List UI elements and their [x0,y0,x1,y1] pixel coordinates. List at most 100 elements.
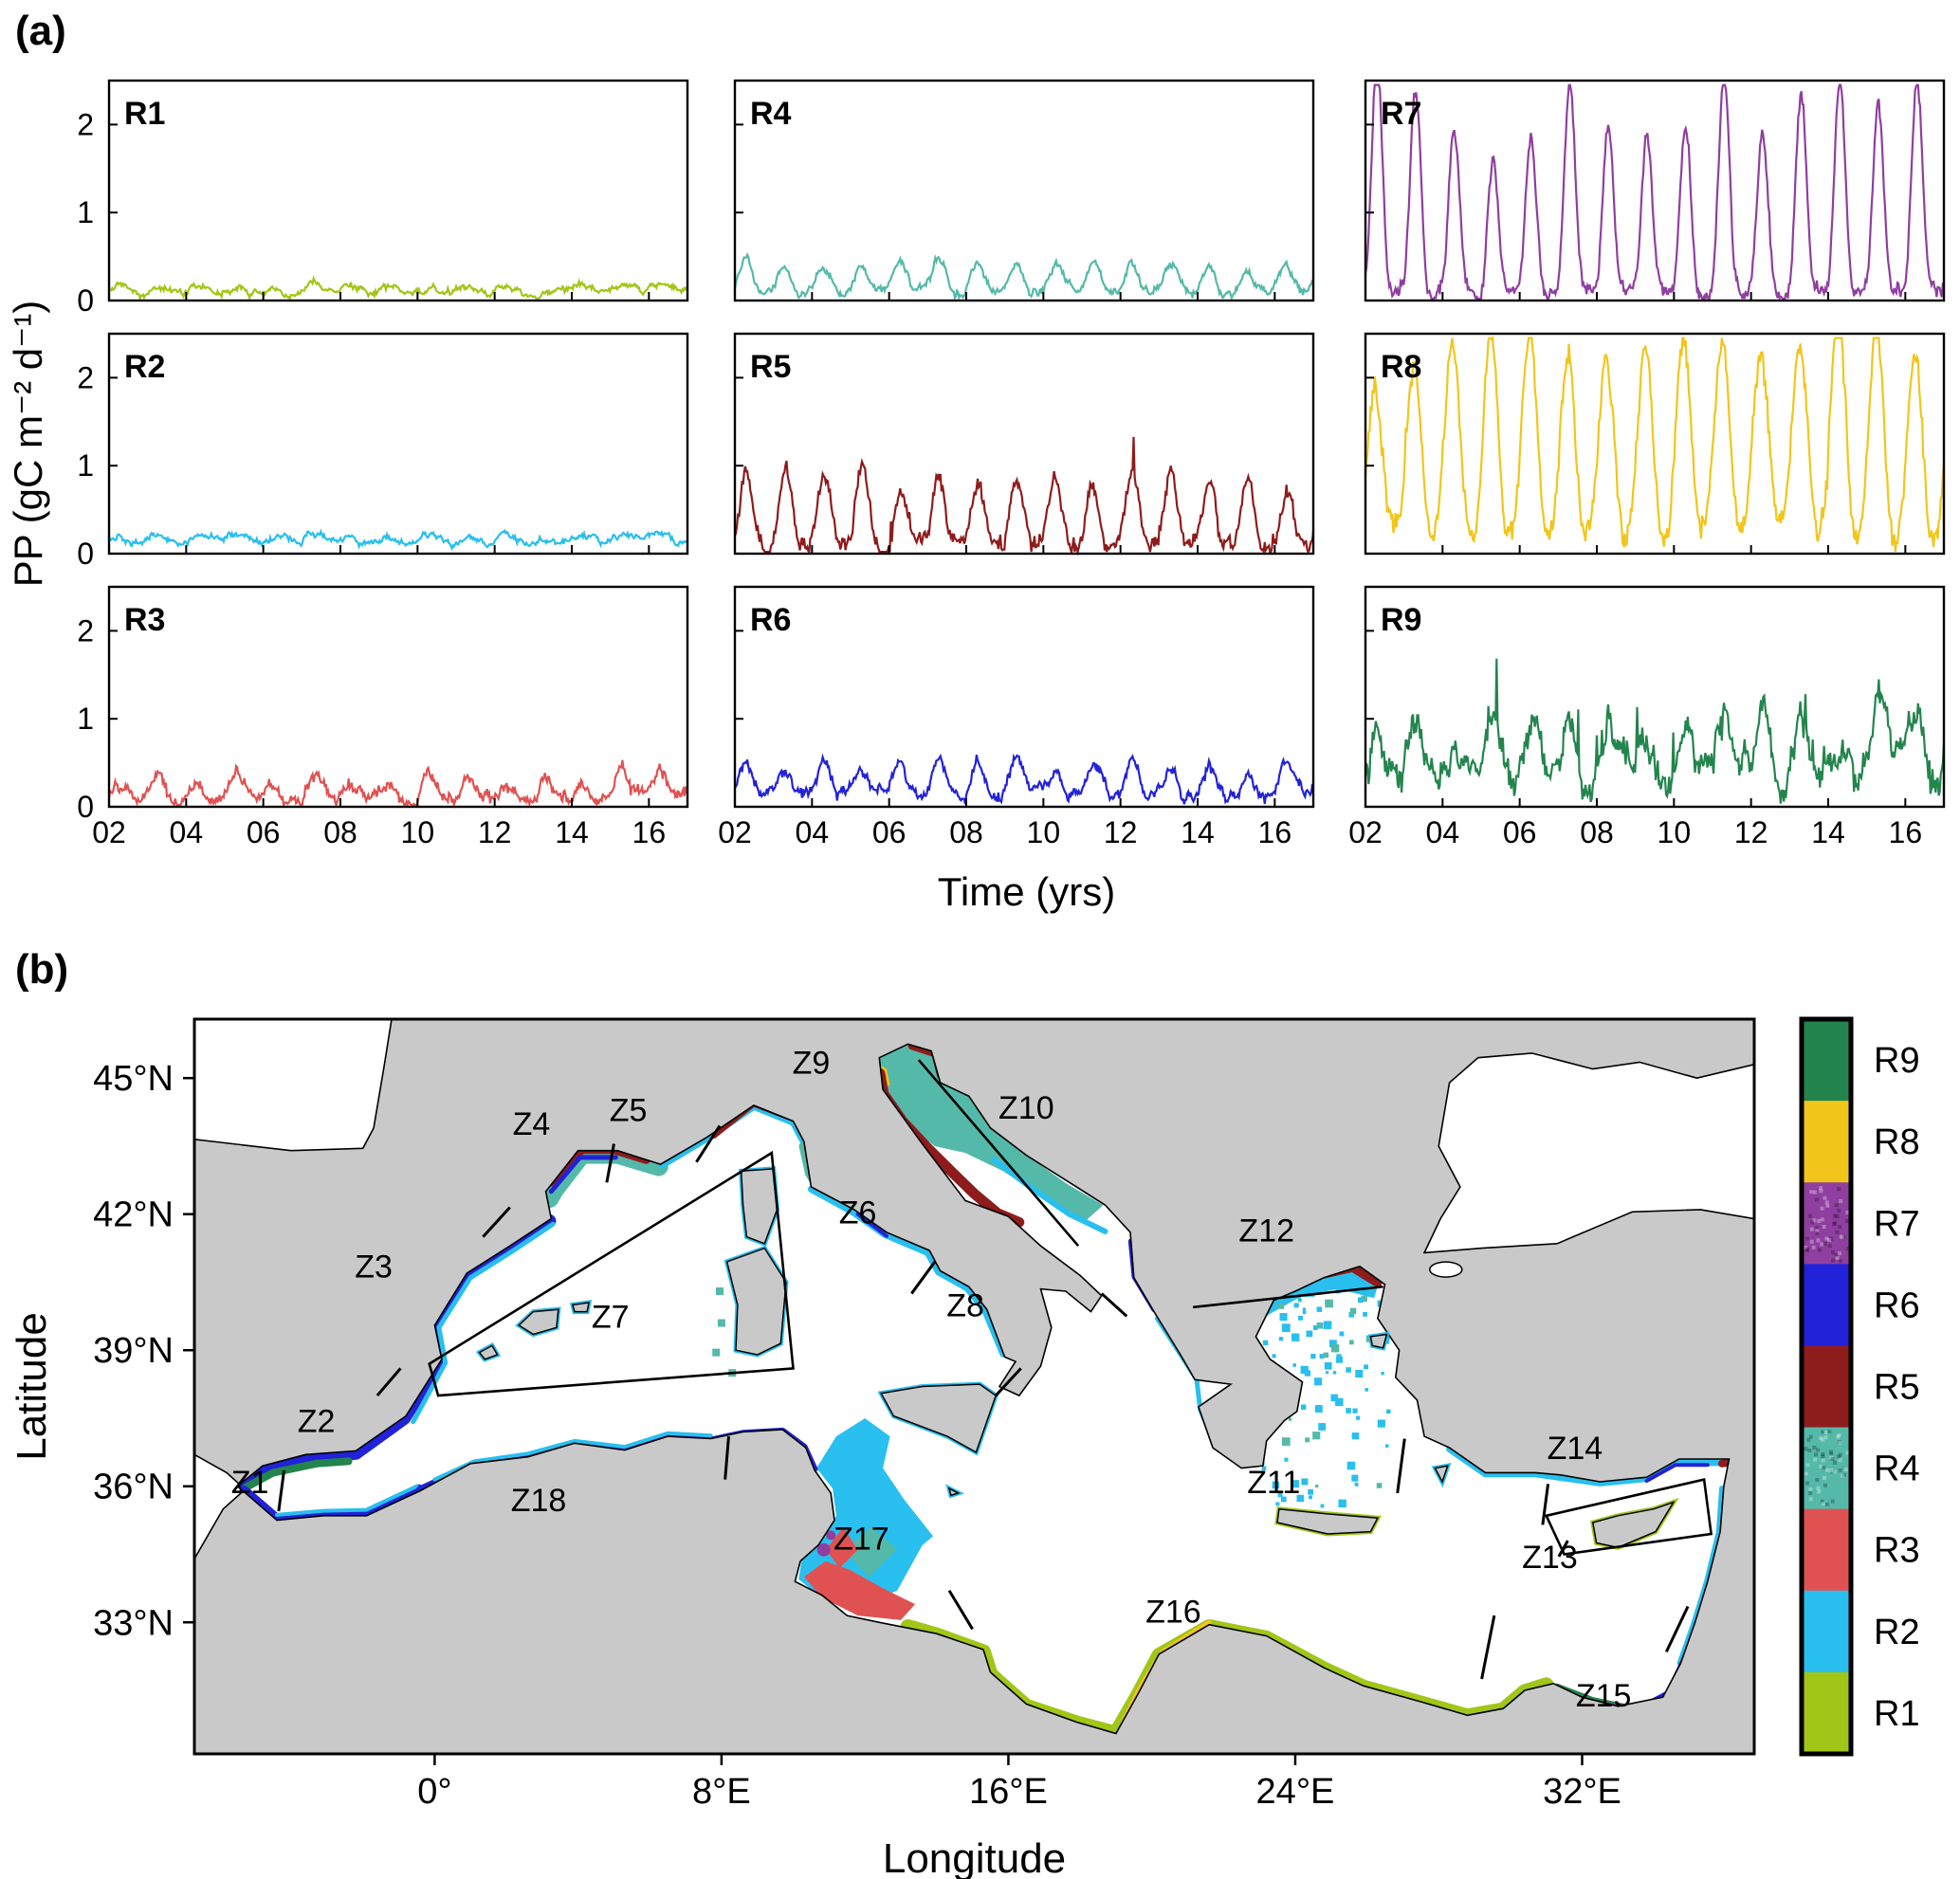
map-frame [192,1017,1756,1756]
colorbar-speckle [1837,1454,1841,1459]
rhodes-island [1434,1465,1449,1484]
aegean-speckle [1318,1423,1327,1431]
x-tick-label: 12 [1104,815,1138,849]
aegean-speckle [1300,1404,1307,1410]
map-y-tick-label: 36°N [93,1468,174,1507]
x-tick-label: 02 [718,815,752,849]
x-tick-label: 14 [1181,815,1215,849]
colorbar-speckle [1838,1452,1842,1457]
aegean-speckle [1328,1340,1337,1348]
aegean-speckle [1364,1364,1368,1370]
x-tick-label: 06 [247,815,281,849]
aegean-speckle [1315,1485,1319,1488]
bay-of-biscay [194,1019,392,1151]
aegean-speckle [1346,1367,1351,1373]
sardinia-R4-patch [712,1348,721,1357]
italy-west-R6 [855,1212,888,1238]
map-x-tick-label: 0° [417,1772,451,1812]
aegean-speckle [1339,1331,1345,1337]
zone-boundary-tick [1100,1292,1128,1318]
aegean-speckle [1278,1337,1284,1341]
zone-boundary-tick [376,1367,402,1397]
colorbar-speckle [1819,1435,1823,1440]
colorbar-speckle [1828,1450,1833,1454]
colorbar-speckle [1835,1214,1840,1219]
x-tick-label: 14 [1811,815,1845,849]
colorbar-speckle [1804,1471,1808,1476]
colorbar-speckle [1831,1258,1836,1263]
x-tick-label: 12 [1734,815,1768,849]
map-x-axis-label: Longitude [883,1835,1066,1879]
aegean-speckle [1277,1303,1285,1309]
plot-frame [107,79,689,302]
subplot-title-R7: R7 [1381,96,1421,132]
subplot-R7: R7 [1364,79,1946,303]
colorbar-speckle [1808,1434,1813,1439]
spain-coast-R2 [411,1221,556,1425]
zone-label-Z4: Z4 [513,1106,551,1142]
colorbar-speckle [1839,1198,1843,1203]
colorbar-speckle [1834,1203,1839,1208]
gabes-R3 [803,1560,916,1620]
zone-label-Z17: Z17 [833,1522,889,1558]
x-tick-label: 04 [796,815,830,849]
colorbar-speckle [1815,1226,1820,1231]
alboran-R9 [242,1457,353,1491]
coastline [1422,1052,1755,1254]
colorbar-speckle [1833,1213,1838,1218]
colorbar-speckle [1837,1187,1841,1192]
x-tick-label: 06 [1503,815,1537,849]
subplot-title-R3: R3 [124,602,165,638]
lesbos-island [1369,1333,1388,1349]
colorbar-speckle [1845,1450,1850,1455]
colorbar-speckle [1807,1213,1812,1218]
colorbar-speckle [1833,1460,1838,1465]
zone-label-Z14: Z14 [1548,1431,1603,1467]
north-aegean-R2 [1248,1266,1380,1323]
zone-boundary-tick [995,1367,1022,1397]
aegean-speckle [1284,1457,1289,1462]
zone-label-Z5: Z5 [610,1093,648,1129]
aegean-speckle [1298,1315,1303,1321]
plot-frame [1364,332,1946,556]
colorbar-label-R2: R2 [1874,1613,1920,1652]
aegean-speckle [1376,1483,1383,1488]
y-tick-label: 0 [77,283,94,318]
aegean-speckle [1316,1306,1323,1312]
aegean-speckle [1356,1415,1361,1420]
colorbar-speckle [1841,1473,1845,1478]
colorbar: R9 R8 R7 R6 R5 R4 R3 R2 R1 [1799,1016,1920,1757]
series-line-R5 [734,436,1315,556]
aegean-speckle [1386,1409,1391,1414]
colorbar-speckle [1814,1197,1819,1202]
y-axis-label: PP (gC m⁻² d⁻¹) [6,301,50,588]
map-x-tick-label: 8°E [692,1772,751,1812]
colorbar-speckle [1845,1210,1850,1214]
plot-background [1365,81,1944,301]
colorbar-cell-R7 [1802,1182,1851,1265]
colorbar-speckle [1838,1457,1842,1462]
colorbar-speckle [1823,1430,1828,1434]
colorbar-speckle [1825,1203,1830,1208]
series-line-R6 [734,753,1314,805]
plot-frame [107,585,689,809]
aegean-speckle [1306,1330,1313,1338]
colorbar-speckle [1823,1483,1828,1487]
subplot-R1: 0 1 2 R1 [77,79,689,318]
x-axis-label: Time (yrs) [938,869,1115,914]
aegean-speckle [1352,1408,1358,1414]
subplot-title-R4: R4 [750,96,792,132]
colorbar-speckle [1815,1231,1820,1236]
colorbar-speckle [1820,1206,1824,1211]
sfax-R3 [825,1526,858,1568]
aegean-speckle [1348,1312,1355,1318]
colorbar-speckle [1809,1227,1814,1231]
aegean-speckle [1309,1495,1312,1500]
zone-label-Z8: Z8 [946,1287,984,1323]
colorbar-speckle [1804,1245,1808,1250]
aegean-speckle [1280,1496,1287,1503]
zone-boundary-tick [724,1435,730,1480]
map-x-tick-label: 32°E [1543,1772,1621,1812]
colorbar-speckle [1836,1434,1841,1439]
plot-frame [733,79,1315,302]
